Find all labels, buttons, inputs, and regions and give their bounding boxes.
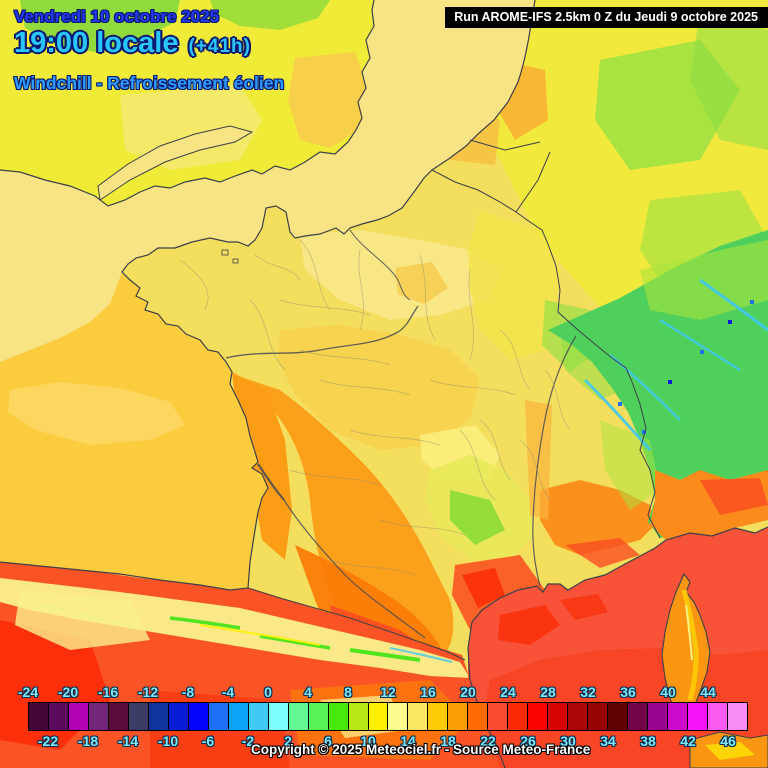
colorbar-label: 28 xyxy=(540,684,556,700)
colorbar-swatch xyxy=(368,703,388,730)
colorbar-swatch xyxy=(148,703,168,730)
date-label: Vendredi 10 octobre 2025 xyxy=(14,7,220,26)
colorbar-label: 40 xyxy=(660,684,676,700)
map-borders xyxy=(247,139,661,661)
colorbar-swatch xyxy=(408,703,428,730)
colorbar-swatch xyxy=(708,703,728,730)
map-channel-islands xyxy=(221,249,229,256)
colorbar-label: 10 xyxy=(360,733,376,749)
colorbar-swatch xyxy=(308,703,328,730)
colorbar-swatch xyxy=(168,703,188,730)
map-department-lines xyxy=(179,239,571,576)
colorbar-swatch xyxy=(428,703,448,730)
colorbar-label: -24 xyxy=(17,684,39,700)
colorbar-label: 8 xyxy=(344,684,352,700)
colorbar-swatch xyxy=(29,703,48,730)
colorbar-label: 32 xyxy=(580,684,596,700)
colorbar-label: -18 xyxy=(77,733,99,749)
colorbar-label: -20 xyxy=(57,684,79,700)
colorbar-swatch xyxy=(528,703,548,730)
colorbar-label: 38 xyxy=(640,733,656,749)
colorbar-label: -8 xyxy=(181,684,195,700)
colorbar-bottom-labels: -22 -18 -14 -10 -6 -2 2 6 10 14 18 22 26 30 34 38 42 46 xyxy=(28,733,748,750)
colorbar-top-labels: -24 -20 -16 -12 -8 -4 0 4 8 12 16 20 24 28 32 36 40 44 xyxy=(18,684,748,701)
colorbar-label: -22 xyxy=(37,733,59,749)
colorbar-swatch xyxy=(248,703,268,730)
colorbar-swatch xyxy=(388,703,408,730)
colorbar-label: 6 xyxy=(324,733,332,749)
colorbar-label: -14 xyxy=(117,733,139,749)
colorbar-swatch xyxy=(508,703,528,730)
colorbar-label: -12 xyxy=(137,684,159,700)
map-region-england xyxy=(0,0,374,206)
colorbar-label: 14 xyxy=(400,733,416,749)
colorbar-label: -16 xyxy=(97,684,119,700)
colorbar-label: 18 xyxy=(440,733,456,749)
map-region-france xyxy=(232,210,655,662)
colorbar-swatch xyxy=(628,703,648,730)
colorbar-label: 22 xyxy=(480,733,496,749)
colorbar-label: 46 xyxy=(720,733,736,749)
colorbar-swatch xyxy=(268,703,288,730)
colorbar-label: 16 xyxy=(420,684,436,700)
colorbar-swatch xyxy=(128,703,148,730)
colorbar-swatch xyxy=(668,703,688,730)
colorbar-swatches xyxy=(28,702,748,731)
colorbar-swatch xyxy=(568,703,588,730)
colorbar-label: -4 xyxy=(221,684,235,700)
colorbar-swatch xyxy=(448,703,468,730)
colorbar-label: 4 xyxy=(304,684,312,700)
colorbar-swatch xyxy=(48,703,68,730)
run-info-box: Run AROME-IFS 2.5km 0 Z du Jeudi 9 octob… xyxy=(445,7,768,28)
parameter-label: Windchill - Refroissement éolien xyxy=(14,73,285,94)
colorbar-swatch xyxy=(328,703,348,730)
map-header: Vendredi 10 octobre 2025 19:00 locale (+4… xyxy=(14,8,284,93)
colorbar-swatch xyxy=(468,703,488,730)
colorbar-label: 12 xyxy=(380,684,396,700)
colorbar: -24 -20 -16 -12 -8 -4 0 4 8 12 16 20 24 28 32 36 40 44 -2… xyxy=(18,684,748,750)
copyright-label: Copyright © 2025 Meteociel.fr - Source M… xyxy=(251,742,591,757)
colorbar-swatch xyxy=(488,703,508,730)
colorbar-label: 0 xyxy=(264,684,272,700)
forecast-offset: (+41h) xyxy=(188,35,251,57)
colorbar-label: 44 xyxy=(700,684,716,700)
colorbar-label: 2 xyxy=(284,733,292,749)
colorbar-swatch xyxy=(608,703,628,730)
colorbar-label: 24 xyxy=(500,684,516,700)
colorbar-label: 36 xyxy=(620,684,636,700)
colorbar-label: 34 xyxy=(600,733,616,749)
colorbar-label: -10 xyxy=(157,733,179,749)
colorbar-label: -6 xyxy=(201,733,215,749)
colorbar-swatch xyxy=(548,703,568,730)
colorbar-swatch xyxy=(688,703,708,730)
colorbar-label: 42 xyxy=(680,733,696,749)
colorbar-swatch xyxy=(728,703,747,730)
map-region-corsica xyxy=(661,572,768,768)
colorbar-swatch xyxy=(68,703,88,730)
colorbar-swatch xyxy=(208,703,228,730)
colorbar-label: -2 xyxy=(241,733,255,749)
colorbar-swatch xyxy=(648,703,668,730)
map-region-italy xyxy=(650,470,768,540)
colorbar-label: 30 xyxy=(560,733,576,749)
map-region-alps xyxy=(548,230,768,538)
colorbar-swatch xyxy=(188,703,208,730)
colorbar-label: 20 xyxy=(460,684,476,700)
colorbar-label: 26 xyxy=(520,733,536,749)
colorbar-swatch xyxy=(288,703,308,730)
colorbar-swatch xyxy=(108,703,128,730)
colorbar-swatch xyxy=(228,703,248,730)
time-label: 19:00 locale (+41h) xyxy=(14,28,284,58)
colorbar-swatch xyxy=(348,703,368,730)
map-rivers xyxy=(225,229,577,639)
colorbar-swatch xyxy=(588,703,608,730)
time-value: 19:00 locale xyxy=(14,26,179,59)
colorbar-swatch xyxy=(88,703,108,730)
